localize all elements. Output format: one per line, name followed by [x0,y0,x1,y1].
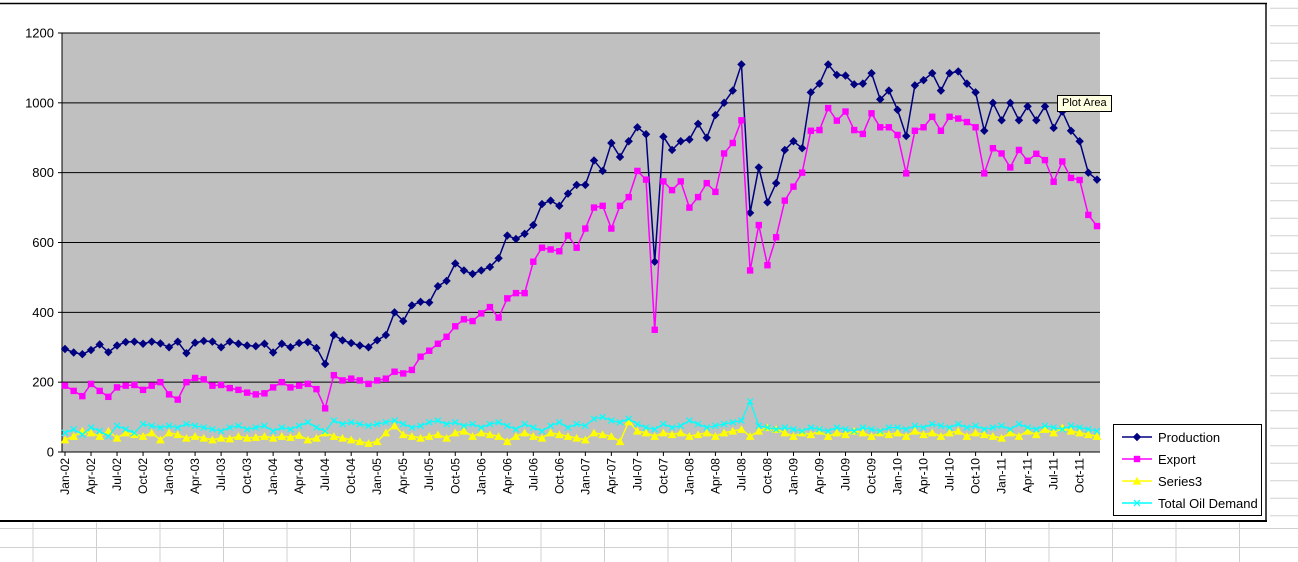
x-tick-label: Apr-05 [396,458,410,494]
series-export[interactable] [61,104,1101,412]
x-tick-label: Apr-04 [292,458,306,494]
x-tick-label: Jul-05 [422,458,436,491]
plot-area[interactable] [61,32,1100,453]
x-tick-label: Jul-04 [318,458,332,491]
x-tick-label: Jul-09 [839,458,853,491]
x-tick-label: Oct-08 [760,458,774,494]
x-tick-label: Jul-06 [526,458,540,491]
y-axis: 0 200 400 600 800 1000 1200 [25,26,62,460]
x-tick-label: Jan-02 [58,458,72,495]
x-tick-label: Oct-10 [969,458,983,494]
legend-label-total-oil-demand: Total Oil Demand [1158,495,1258,511]
x-tick-label: Apr-09 [812,458,826,494]
y-tick-label: 1200 [25,26,54,41]
legend-item-series3[interactable]: Series3 [1121,470,1261,492]
x-tick-label: Oct-02 [136,458,150,494]
y-tick-label: 400 [32,305,54,320]
x-tick-label: Jan-07 [578,458,592,495]
legend[interactable]: Production Export Series3 Total Oil Dema… [1113,424,1262,516]
x-tick-label: Apr-10 [917,458,931,494]
x-tick-label: Oct-06 [552,458,566,494]
x-tick-label: Jul-02 [110,458,124,491]
export-marker-icon [1122,455,1152,463]
x-tick-label: Apr-06 [500,458,514,494]
x-tick-label: Apr-03 [188,458,202,494]
x-tick-label: Jan-03 [162,458,176,495]
x-tick-label: Jan-11 [995,458,1009,494]
x-tick-label: Jul-08 [734,458,748,491]
x-tick-label: Jan-09 [786,458,800,495]
x-tick-label: Jul-11 [1047,458,1061,490]
legend-label-export: Export [1158,451,1196,467]
x-tick-label: Oct-04 [344,458,358,494]
legend-label-series3: Series3 [1158,473,1203,489]
x-tick-label: Oct-03 [240,458,254,494]
x-tick-label: Oct-07 [656,458,670,494]
x-tick-label: Apr-08 [708,458,722,494]
y-tick-label: 600 [32,235,54,250]
x-tick-label: Jan-08 [682,458,696,495]
x-tick-label: Oct-05 [448,458,462,494]
x-axis: Jan-02 Apr-02 Jul-02 Oct-02 Jan-03 Apr-03 Jul-… [58,452,1087,495]
production-marker-icon [1122,432,1152,442]
x-tick-label: Apr-07 [604,458,618,494]
x-tick-label: Jan-10 [891,458,905,495]
x-tick-label: Jul-03 [214,458,228,491]
x-tick-label: Jan-05 [370,458,384,495]
x-tick-label: Apr-02 [84,458,98,494]
legend-item-total-oil-demand[interactable]: Total Oil Demand [1121,492,1261,514]
legend-item-production[interactable]: Production [1121,426,1261,448]
x-tick-label: Jul-10 [943,458,957,491]
x-tick-label: Jan-04 [266,458,280,495]
series-series3[interactable] [60,417,1102,447]
series3-marker-icon [1122,476,1152,485]
data-series [60,60,1102,447]
legend-label-production: Production [1158,429,1221,445]
plot-area-tooltip: Plot Area [1057,95,1112,112]
total-oil-demand-marker-icon [1122,499,1152,507]
x-tick-label: Jul-07 [630,458,644,491]
x-tick-label: Jan-06 [474,458,488,495]
series-production[interactable] [60,60,1102,369]
x-tick-label: Apr-11 [1021,458,1035,493]
y-tick-label: 200 [32,375,54,390]
legend-item-export[interactable]: Export [1121,448,1261,470]
y-tick-label: 1000 [25,95,54,110]
y-tick-label: 800 [32,165,54,180]
x-tick-label: Oct-09 [865,458,879,494]
x-tick-label: Oct-11 [1073,458,1087,493]
series-total-oil-demand[interactable] [61,397,1101,440]
spreadsheet-gridlines [0,7,1298,562]
y-tick-label: 0 [47,445,54,460]
